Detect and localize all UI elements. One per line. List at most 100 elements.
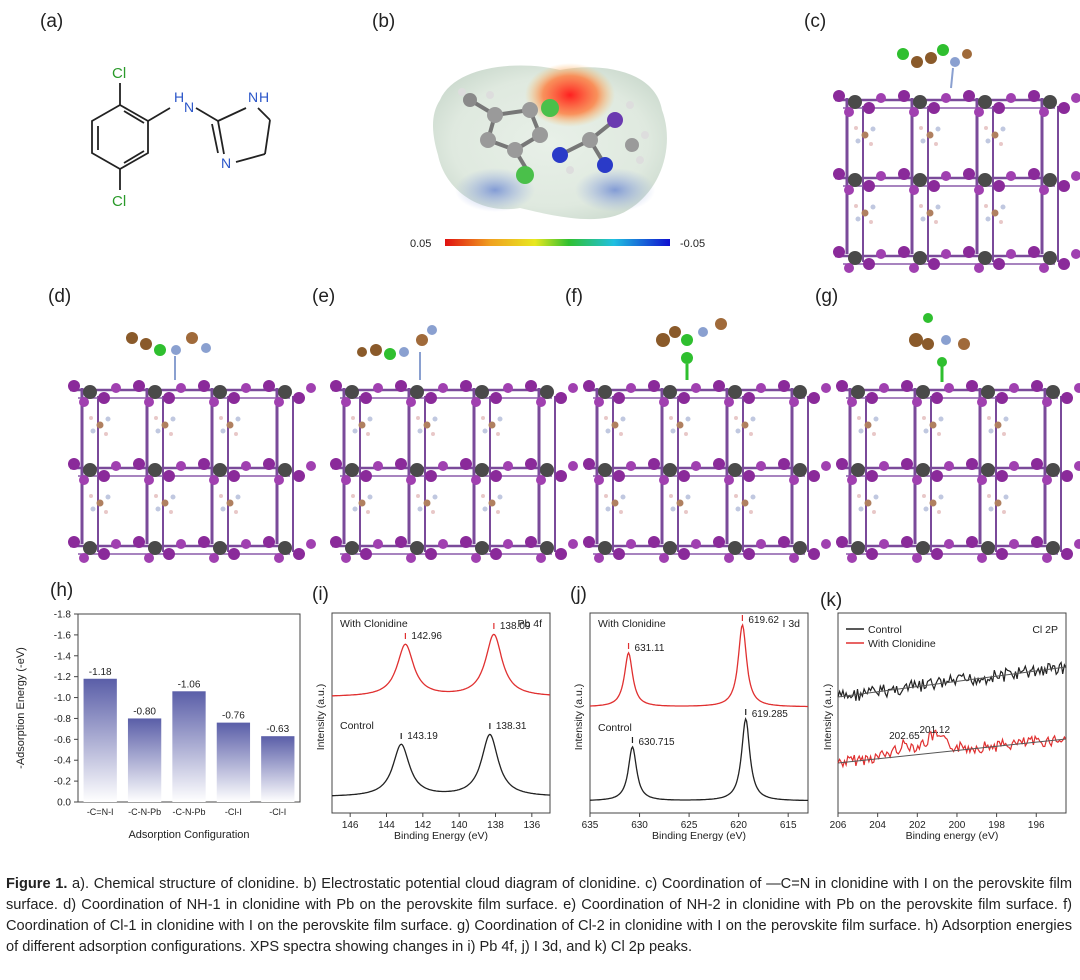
chart-k-corner-right: Cl 2P xyxy=(1032,624,1058,636)
chart-k-baseline-clonidine xyxy=(837,738,1067,764)
panel-label-g: (g) xyxy=(815,286,839,307)
chart-i-peak-label: 143.19 xyxy=(407,731,438,742)
chart-k-legend-control: Control xyxy=(868,624,902,636)
panel-label-b: (b) xyxy=(372,11,396,32)
chart-j-ylabel: Intensity (a.u.) xyxy=(573,684,585,751)
chart-i-peak-label: 142.96 xyxy=(411,631,442,642)
figure-caption-text: a). Chemical structure of clonidine. b) … xyxy=(6,876,1072,955)
chart-h-ytick-label: -1.8 xyxy=(54,610,72,621)
nh-ring-h-label: H xyxy=(259,89,269,105)
chart-k-xtick-label: 204 xyxy=(869,820,886,831)
n-ring-label: N xyxy=(221,155,231,171)
nh-ring-n-label: N xyxy=(248,89,258,105)
cl-top-label: Cl xyxy=(112,65,126,82)
chart-k-series-clonidine xyxy=(837,729,1067,769)
perovskite-atoms xyxy=(833,90,1080,273)
perovskite-atoms xyxy=(836,380,1080,563)
chart-h-category-label: -Cl-I xyxy=(269,807,286,817)
chart-i-control-label: Control xyxy=(340,720,374,732)
chart-i-xlabel: Binding Energy (eV) xyxy=(394,830,488,842)
panel-label-d: (d) xyxy=(48,286,72,307)
chart-j-xtick-label: 630 xyxy=(631,820,648,831)
chart-h-category-label: -Cl-I xyxy=(225,807,242,817)
chart-i-xtick-label: 146 xyxy=(342,820,359,831)
chart-i-xtick-label: 140 xyxy=(451,820,468,831)
perovskite-model-c xyxy=(833,44,1080,273)
chart-i-corner-right: Pb 4f xyxy=(517,618,542,630)
chart-i-xps-pb4f: With Clonidine Pb 4f Intensity (a.u.) Bi… xyxy=(315,612,551,842)
chart-j-corner-left: With Clonidine xyxy=(598,618,666,630)
chart-h-ytick-label: -1.4 xyxy=(54,651,72,662)
chart-i-xtick-label: 138 xyxy=(487,820,504,831)
chart-k-peak-label: 201.12 xyxy=(919,725,950,736)
esp-scale-min: -0.05 xyxy=(680,238,705,250)
chart-i-ylabel: Intensity (a.u.) xyxy=(315,684,327,751)
chart-j-xlabel: Binding Energy (eV) xyxy=(652,830,746,842)
chart-j-xtick-label: 620 xyxy=(730,820,747,831)
chart-k-xtick-label: 202 xyxy=(909,820,926,831)
chart-h-ytick-label: 0.0 xyxy=(57,798,71,809)
chart-j-peak-label: 631.11 xyxy=(635,643,665,654)
perovskite-model-d xyxy=(68,332,316,563)
chart-k-ylabel: Intensity (a.u.) xyxy=(822,684,834,751)
esp-scale-max: 0.05 xyxy=(410,238,431,250)
chart-i-series-control xyxy=(332,733,551,797)
chart-h-value-label: -1.06 xyxy=(178,679,201,690)
chemical-structure: Cl Cl H N N H N xyxy=(91,65,271,210)
chart-i-peak-label: 138.09 xyxy=(500,621,531,632)
chart-h-value-label: -0.63 xyxy=(266,724,289,735)
chart-j-peak-label: 630.715 xyxy=(638,737,675,748)
chart-k-xlabel: Binding energy (eV) xyxy=(906,830,999,842)
chart-j-peak-label: 619.62 xyxy=(748,615,779,626)
panel-label-j: (j) xyxy=(570,584,587,605)
panel-label-f: (f) xyxy=(565,286,583,307)
perovskite-atoms xyxy=(583,380,831,563)
chart-i-xtick-label: 144 xyxy=(378,820,395,831)
chart-j-peak-label: 619.285 xyxy=(752,709,789,720)
chart-i-peak-label: 138.31 xyxy=(496,721,527,732)
chart-j-series-control xyxy=(590,717,808,802)
clonidine-adsorbate-f xyxy=(656,318,727,380)
chart-h-bar xyxy=(261,736,295,802)
perovskite-atoms xyxy=(330,380,578,563)
figure-caption: Figure 1. a). Chemical structure of clon… xyxy=(6,874,1072,958)
chart-h-adsorption-energy: -1.8-1.6-1.4-1.2-1.0-0.8-0.6-0.4-0.20.0 … xyxy=(15,610,301,841)
chart-i-series-clonidine xyxy=(332,633,550,697)
chart-j-series-clonidine xyxy=(590,623,808,708)
chart-k-xps-cl2p: Control With Clonidine Cl 2P Intensity (… xyxy=(822,612,1067,842)
chart-h-ytick-label: -1.2 xyxy=(54,672,72,683)
chart-h-bar xyxy=(127,718,162,802)
chart-k-xtick-label: 196 xyxy=(1028,820,1045,831)
perovskite-model-e xyxy=(330,325,578,563)
chart-k-xtick-label: 198 xyxy=(988,820,1005,831)
chart-h-ytick-label: -0.8 xyxy=(54,714,72,725)
panel-label-i: (i) xyxy=(312,584,329,605)
chart-j-xtick-label: 635 xyxy=(582,820,599,831)
chart-h-ytick-label: -1.6 xyxy=(54,630,72,641)
chart-h-category-label: -C-N-Pb xyxy=(128,807,161,817)
cl-bottom-label: Cl xyxy=(112,193,126,210)
chart-h-ytick-label: -0.6 xyxy=(54,735,72,746)
chart-h-ytick-label: -0.4 xyxy=(54,756,72,767)
panel-label-e: (e) xyxy=(312,286,336,307)
chart-i-xtick-label: 136 xyxy=(523,820,540,831)
panel-label-c: (c) xyxy=(804,11,827,32)
chart-h-value-label: -0.76 xyxy=(222,711,245,722)
chart-j-corner-right: I 3d xyxy=(782,618,800,630)
figure-caption-label: Figure 1. xyxy=(6,876,68,892)
chart-h-value-label: -0.80 xyxy=(133,706,156,717)
perovskite-model-f xyxy=(583,318,831,563)
chart-k-legend-clonidine: With Clonidine xyxy=(868,638,936,650)
chart-i-xtick-label: 142 xyxy=(414,820,431,831)
nh-link-n-label: N xyxy=(184,99,194,115)
clonidine-adsorbate-g xyxy=(909,313,970,382)
nh-link-h-label: H xyxy=(174,89,184,105)
chart-i-corner-left: With Clonidine xyxy=(340,618,408,630)
chart-h-ytick-label: -0.2 xyxy=(54,777,72,788)
chart-h-value-label: -1.18 xyxy=(89,667,112,678)
chart-h-category-label: -C=N-I xyxy=(87,807,114,817)
chart-h-xlabel: Adsorption Configuration xyxy=(128,829,249,841)
chart-h-bar xyxy=(172,691,206,802)
clonidine-adsorbate-d xyxy=(126,332,211,380)
perovskite-model-g xyxy=(836,313,1080,563)
